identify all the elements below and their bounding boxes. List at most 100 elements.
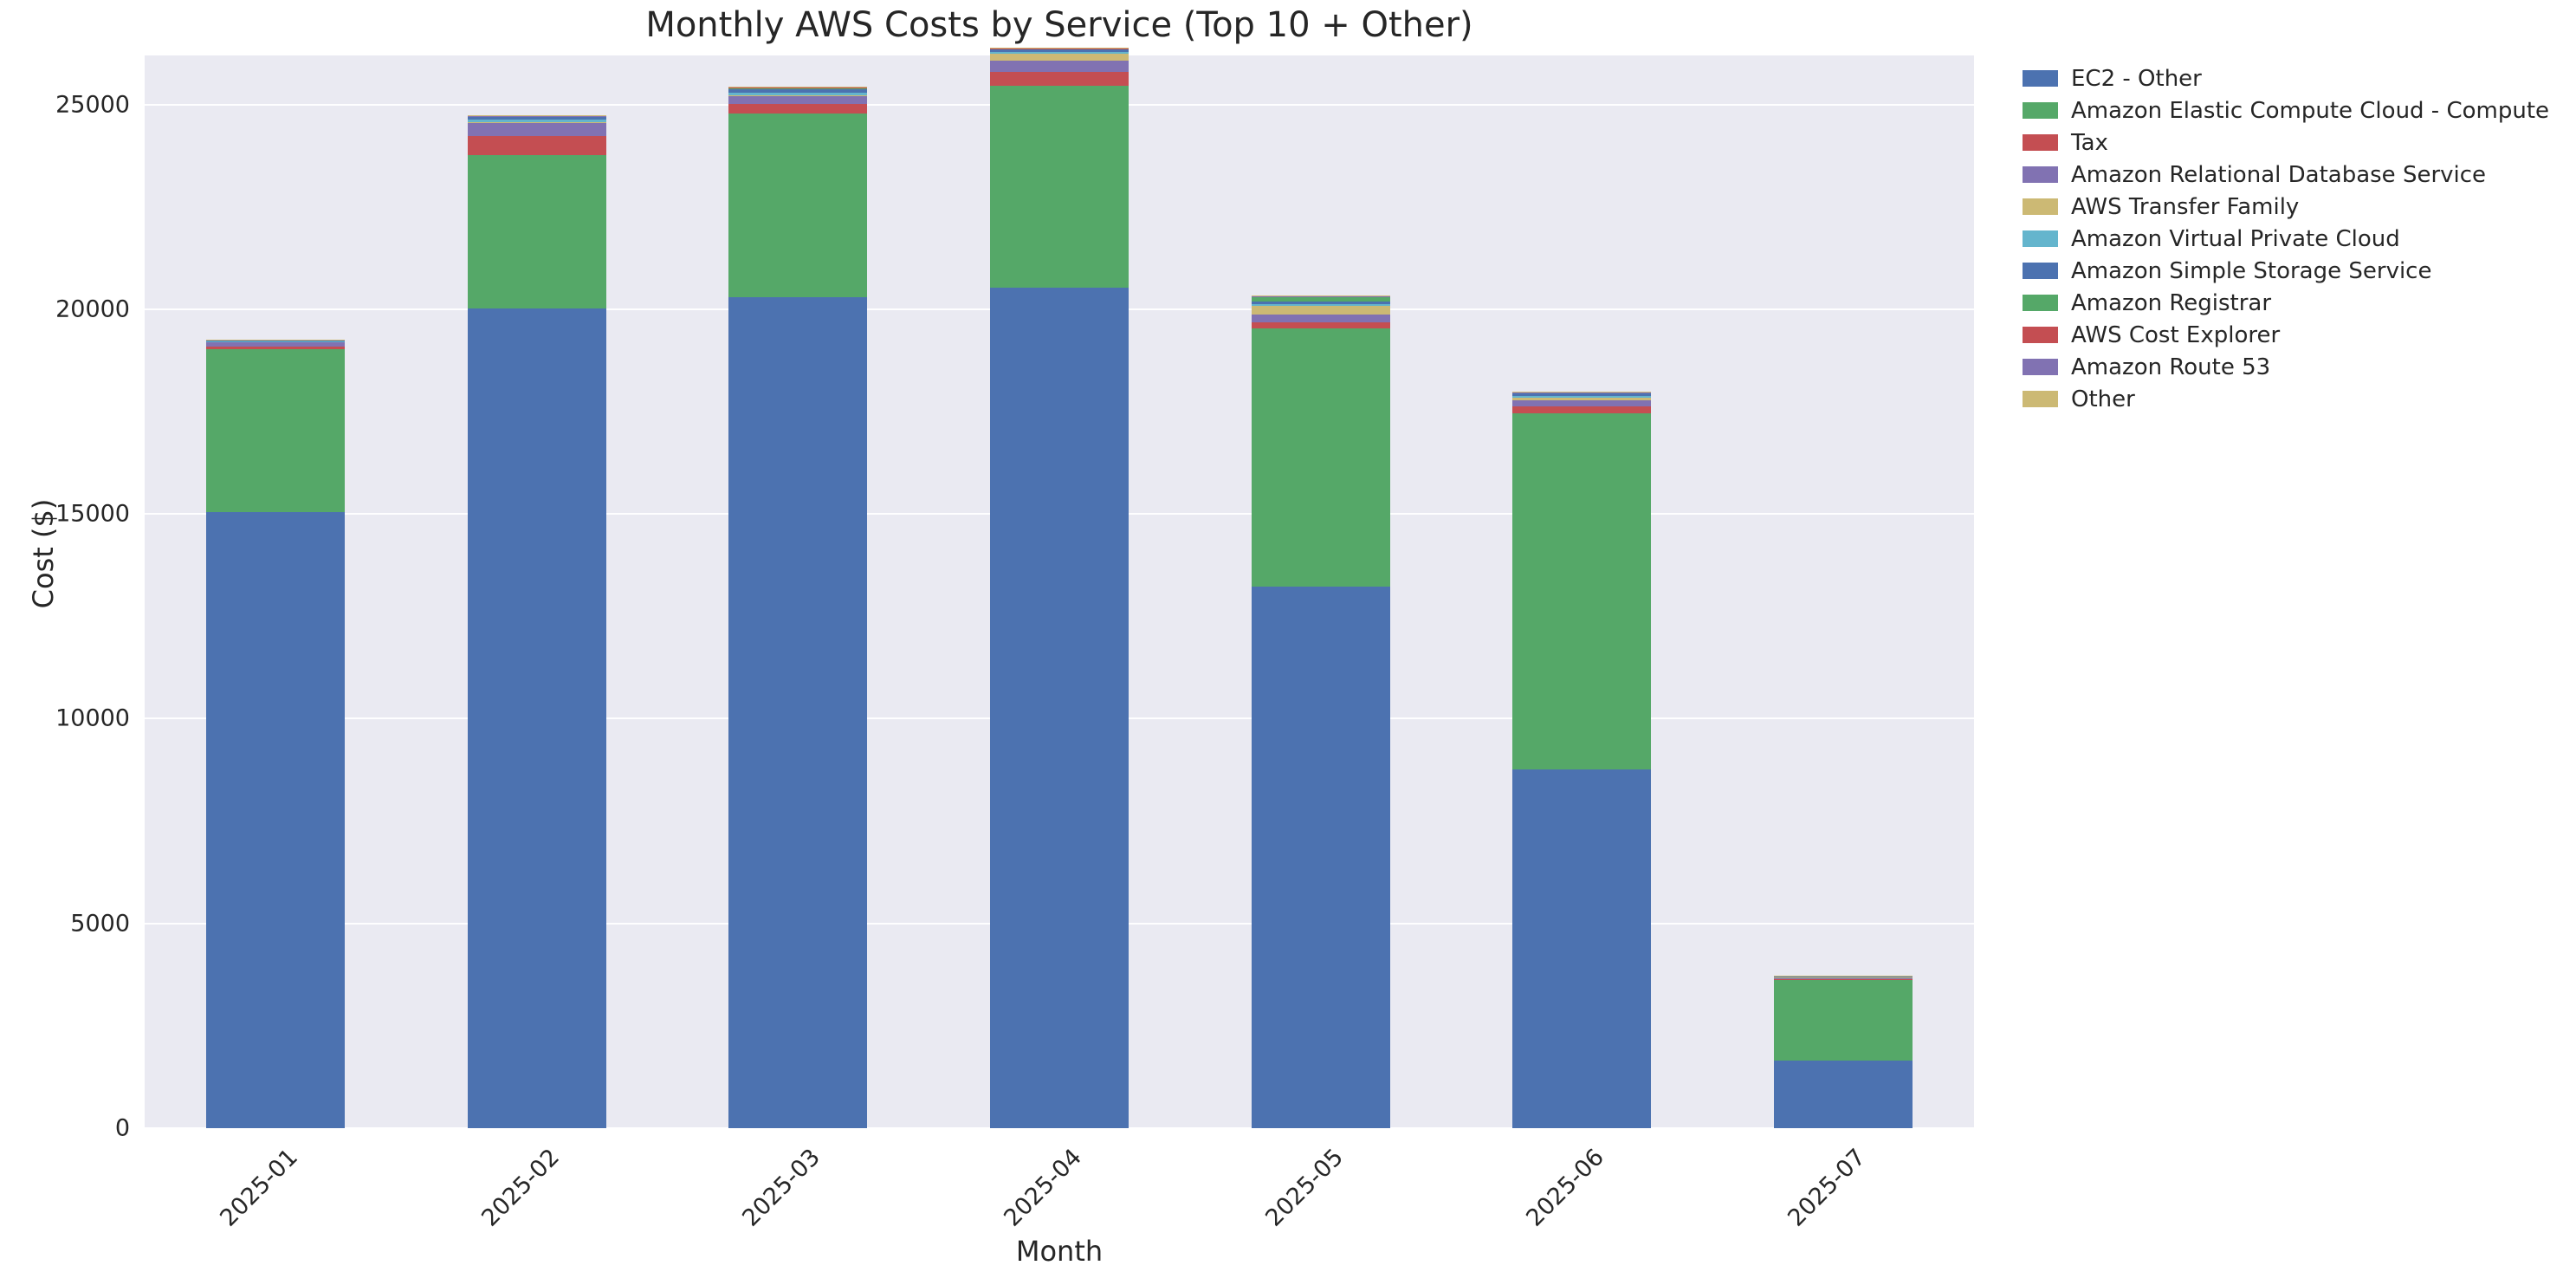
y-axis-title: Cost ($) [27, 498, 60, 609]
bar-group[interactable] [467, 55, 606, 1128]
bar-segment[interactable] [1512, 399, 1652, 406]
bar-segment[interactable] [1251, 304, 1390, 307]
bar-segment[interactable] [990, 54, 1129, 62]
plot-area [145, 47, 1974, 1129]
bar-segment[interactable] [728, 95, 868, 104]
bar-segment[interactable] [1251, 328, 1390, 587]
legend-swatch-icon [2023, 391, 2058, 407]
bar-segment[interactable] [467, 115, 606, 117]
bar-segment[interactable] [1512, 406, 1652, 413]
legend-swatch-icon [2023, 102, 2058, 119]
legend-item[interactable]: Amazon Simple Storage Service [2023, 255, 2560, 287]
bar-segment[interactable] [467, 120, 606, 123]
bar-segment[interactable] [1512, 769, 1652, 1128]
bar-segment[interactable] [1251, 297, 1390, 302]
bar-segment[interactable] [467, 117, 606, 120]
bar-segment[interactable] [1774, 979, 1913, 981]
x-tick-label: 2025-05 [1259, 1144, 1349, 1232]
bar-segment[interactable] [205, 512, 345, 1128]
bar-segment[interactable] [728, 297, 868, 1128]
legend-item[interactable]: Amazon Route 53 [2023, 351, 2560, 383]
legend-swatch-icon [2023, 263, 2058, 279]
legend-swatch-icon [2023, 230, 2058, 247]
bar-segment[interactable] [205, 341, 345, 342]
bar-segment[interactable] [205, 341, 345, 347]
legend-item[interactable]: AWS Cost Explorer [2023, 319, 2560, 351]
x-tick-label: 2025-06 [1521, 1144, 1610, 1232]
bar-segment[interactable] [1512, 393, 1652, 396]
bar-segment[interactable] [1512, 392, 1652, 393]
chart-title: Monthly AWS Costs by Service (Top 10 + O… [645, 5, 1473, 45]
bar-segment[interactable] [728, 113, 868, 298]
bar-group[interactable] [1774, 55, 1913, 1128]
bar-segment[interactable] [205, 339, 345, 341]
bar-segment[interactable] [990, 49, 1129, 53]
x-tick-label: 2025-03 [737, 1144, 826, 1232]
bar-segment[interactable] [467, 122, 606, 124]
bar-segment[interactable] [1512, 398, 1652, 400]
bar-segment[interactable] [1251, 295, 1390, 297]
bar-segment[interactable] [467, 155, 606, 309]
legend-item-label: Amazon Simple Storage Service [2071, 257, 2432, 284]
bar-segment[interactable] [1774, 975, 1913, 977]
bar-segment[interactable] [467, 136, 606, 156]
bar-segment[interactable] [205, 346, 345, 349]
x-tick-label: 2025-02 [476, 1144, 565, 1232]
bar-segment[interactable] [1251, 322, 1390, 329]
bar-segment[interactable] [990, 72, 1129, 86]
legend-item[interactable]: AWS Transfer Family [2023, 191, 2560, 223]
legend-item-label: AWS Cost Explorer [2071, 321, 2281, 348]
legend-item[interactable]: Amazon Registrar [2023, 287, 2560, 319]
bar-segment[interactable] [728, 103, 868, 114]
legend-item-label: Amazon Elastic Compute Cloud - Compute [2071, 97, 2550, 124]
bar-segment[interactable] [728, 86, 868, 88]
bar-segment[interactable] [1251, 306, 1390, 315]
bar-segment[interactable] [1774, 977, 1913, 980]
bar-segment[interactable] [728, 88, 868, 93]
legend-item-label: Amazon Route 53 [2071, 354, 2271, 380]
bar-segment[interactable] [1251, 315, 1390, 323]
x-axis-title: Month [1015, 1235, 1104, 1268]
bar-group[interactable] [1251, 55, 1390, 1128]
legend-item-label: Amazon Virtual Private Cloud [2071, 225, 2400, 252]
legend-swatch-icon [2023, 295, 2058, 311]
legend-item[interactable]: Tax [2023, 127, 2560, 159]
bar-group[interactable] [205, 55, 345, 1128]
bar-segment[interactable] [467, 123, 606, 137]
bar-segment[interactable] [1774, 1060, 1913, 1128]
bar-segment[interactable] [467, 308, 606, 1128]
bar-segment[interactable] [1512, 395, 1652, 399]
legend-item[interactable]: Other [2023, 383, 2560, 415]
bar-segment[interactable] [728, 94, 868, 96]
bar-segment[interactable] [1774, 980, 1913, 1061]
y-tick-label: 25000 [55, 91, 130, 119]
bar-segment[interactable] [990, 61, 1129, 73]
bar-group[interactable] [1512, 55, 1652, 1128]
legend-swatch-icon [2023, 198, 2058, 215]
bar-segment[interactable] [990, 85, 1129, 289]
legend-swatch-icon [2023, 134, 2058, 151]
y-tick-label: 10000 [55, 704, 130, 732]
legend-item[interactable]: Amazon Virtual Private Cloud [2023, 223, 2560, 255]
bar-segment[interactable] [1512, 413, 1652, 770]
legend-item[interactable]: EC2 - Other [2023, 62, 2560, 94]
legend-swatch-icon [2023, 327, 2058, 343]
bar-segment[interactable] [1774, 977, 1913, 979]
legend-item[interactable]: Amazon Elastic Compute Cloud - Compute [2023, 94, 2560, 127]
bar-segment[interactable] [990, 47, 1129, 49]
legend-item[interactable]: Amazon Relational Database Service [2023, 159, 2560, 191]
bar-group[interactable] [728, 55, 868, 1128]
bar-group[interactable] [990, 47, 1129, 1128]
bar-segment[interactable] [1251, 302, 1390, 305]
bar-segment[interactable] [990, 288, 1129, 1128]
bar-segment[interactable] [1251, 586, 1390, 1128]
bar-segment[interactable] [990, 52, 1129, 55]
bar-segment[interactable] [205, 348, 345, 513]
y-tick-label: 5000 [70, 910, 130, 938]
legend-item-label: Tax [2071, 129, 2108, 156]
legend-swatch-icon [2023, 70, 2058, 87]
legend-item-label: Amazon Relational Database Service [2071, 161, 2487, 188]
bar-segment[interactable] [728, 92, 868, 95]
chart-legend: EC2 - Other Amazon Elastic Compute Cloud … [2023, 62, 2560, 415]
